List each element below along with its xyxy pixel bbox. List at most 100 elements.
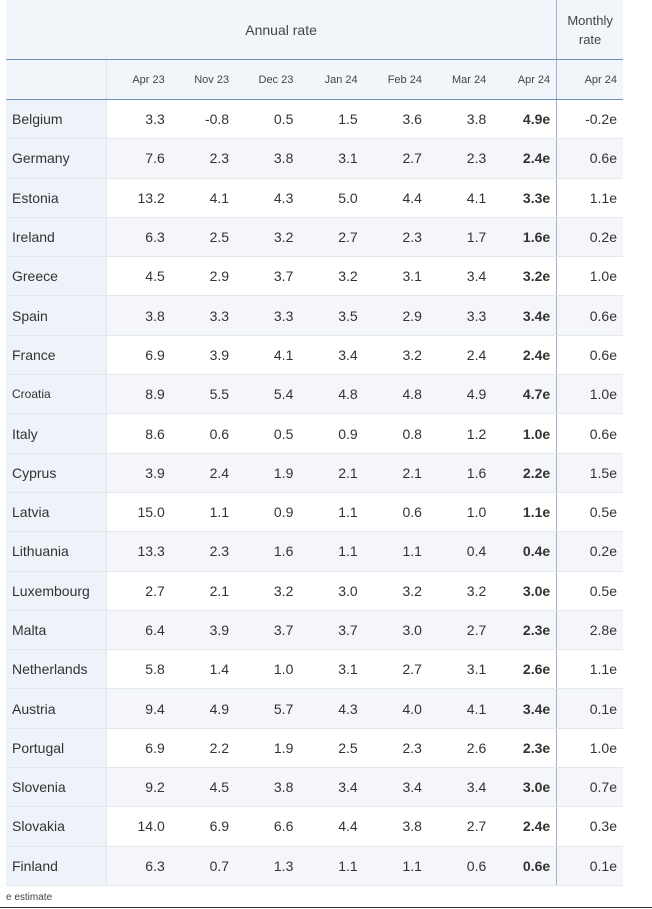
annual-rate-cell: 2.3e	[492, 728, 557, 769]
monthly-rate-cell: 0.2e	[556, 531, 623, 572]
country-cell: Lithuania	[6, 531, 107, 572]
annual-rate-cell: 4.5	[170, 767, 236, 808]
annual-rate-cell: 4.7e	[492, 374, 557, 415]
annual-rate-cell: 0.7	[170, 846, 236, 886]
annual-rate-cell: 3.3e	[492, 178, 557, 218]
annual-rate-cell: 3.3	[235, 295, 300, 336]
annual-rate-cell: 0.6	[363, 492, 428, 533]
monthly-rate-cell: 0.7e	[556, 767, 623, 808]
column-header: Apr 24	[556, 59, 623, 100]
country-cell: Cyprus	[6, 453, 107, 493]
annual-rate-cell: 2.1	[170, 571, 236, 611]
table-row: Luxembourg 2.7 2.1 3.2 3.0 3.2 3.2 3.0e 0.5e	[6, 571, 623, 611]
annual-rate-cell: 2.3	[363, 217, 428, 258]
annual-rate-cell: 2.1	[299, 453, 364, 493]
annual-rate-cell: 2.2e	[492, 453, 557, 493]
annual-rate-cell: 1.1	[299, 492, 364, 533]
table-row: Latvia 15.0 1.1 0.9 1.1 0.6 1.0 1.1e 0.5e	[6, 492, 623, 533]
annual-rate-cell: 3.1	[363, 256, 428, 297]
column-header: Jan 24	[299, 59, 364, 100]
annual-rate-cell: 15.0	[106, 492, 171, 533]
monthly-rate-cell: 0.1e	[556, 846, 623, 886]
annual-rate-cell: 2.3	[363, 728, 428, 769]
country-cell: France	[6, 335, 107, 376]
annual-rate-cell: 2.3	[427, 138, 493, 179]
annual-rate-cell: 3.2	[299, 256, 364, 297]
annual-rate-cell: 2.7	[363, 649, 428, 690]
monthly-rate-cell: -0.2e	[556, 99, 623, 140]
annual-rate-cell: 0.5	[235, 413, 300, 454]
annual-rate-cell: 3.5	[299, 295, 364, 336]
annual-rate-cell: 2.3	[170, 531, 236, 572]
annual-rate-cell: 3.7	[235, 610, 300, 651]
table-row: Lithuania 13.3 2.3 1.6 1.1 1.1 0.4 0.4e 0.2e	[6, 531, 623, 572]
annual-rate-cell: 0.9	[235, 492, 300, 533]
country-cell: Ireland	[6, 217, 107, 258]
annual-rate-cell: 6.3	[106, 846, 171, 886]
header-months-row: Apr 23 Nov 23 Dec 23 Jan 24 Feb 24 Mar 2…	[6, 59, 623, 100]
annual-rate-cell: 7.6	[106, 138, 171, 179]
country-cell: Austria	[6, 688, 107, 729]
monthly-rate-cell: 0.6e	[556, 138, 623, 179]
annual-rate-cell: 1.1	[363, 531, 428, 572]
annual-rate-cell: 9.4	[106, 688, 171, 729]
country-cell: Luxembourg	[6, 571, 107, 611]
annual-rate-cell: 4.4	[363, 178, 428, 218]
country-cell: Netherlands	[6, 649, 107, 690]
monthly-rate-cell: 1.1e	[556, 178, 623, 218]
annual-rate-cell: 5.8	[106, 649, 171, 690]
monthly-rate-cell: 0.1e	[556, 688, 623, 729]
monthly-rate-cell: 0.6e	[556, 413, 623, 454]
annual-rate-cell: 2.5	[170, 217, 236, 258]
annual-rate-cell: 1.0	[235, 649, 300, 690]
monthly-rate-cell: 0.2e	[556, 217, 623, 258]
monthly-rate-cell: 0.3e	[556, 806, 623, 847]
monthly-rate-cell: 0.6e	[556, 295, 623, 336]
annual-rate-cell: 3.4	[299, 767, 364, 808]
annual-rate-cell: 2.7	[427, 806, 493, 847]
annual-rate-cell: 1.3	[235, 846, 300, 886]
annual-rate-cell: 3.3	[427, 295, 493, 336]
annual-rate-cell: 4.3	[299, 688, 364, 729]
table-row: Slovenia 9.2 4.5 3.8 3.4 3.4 3.4 3.0e 0.7e	[6, 767, 623, 808]
column-header: Apr 23	[106, 59, 171, 100]
annual-rate-cell: 1.1e	[492, 492, 557, 533]
annual-rate-cell: 6.9	[106, 335, 171, 376]
table-row: Netherlands 5.8 1.4 1.0 3.1 2.7 3.1 2.6e 1.1e	[6, 649, 623, 690]
annual-rate-cell: 2.9	[170, 256, 236, 297]
header-group-row: Annual rate Monthly rate	[6, 0, 623, 60]
annual-rate-cell: 6.3	[106, 217, 171, 258]
annual-rate-cell: 1.7	[427, 217, 493, 258]
annual-rate-cell: 3.3	[106, 99, 171, 140]
annual-rate-cell: 6.4	[106, 610, 171, 651]
annual-rate-cell: 1.1	[363, 846, 428, 886]
annual-rate-cell: 4.1	[235, 335, 300, 376]
annual-rate-cell: 13.2	[106, 178, 171, 218]
monthly-rate-cell: 1.0e	[556, 374, 623, 415]
table-row: Italy 8.6 0.6 0.5 0.9 0.8 1.2 1.0e 0.6e	[6, 413, 623, 454]
inflation-table: Annual rate Monthly rate Apr 23 Nov 23 D…	[6, 0, 623, 886]
monthly-rate-cell: 0.5e	[556, 571, 623, 611]
table-row: Estonia 13.2 4.1 4.3 5.0 4.4 4.1 3.3e 1.1e	[6, 178, 623, 218]
annual-rate-cell: 3.4	[299, 335, 364, 376]
annual-rate-cell: 3.3	[170, 295, 236, 336]
table-row: Austria 9.4 4.9 5.7 4.3 4.0 4.1 3.4e 0.1e	[6, 688, 623, 729]
annual-rate-cell: 2.6e	[492, 649, 557, 690]
country-cell: Malta	[6, 610, 107, 651]
country-cell: Finland	[6, 846, 107, 886]
column-header: Apr 24	[492, 59, 557, 100]
annual-rate-cell: 3.2	[363, 571, 428, 611]
annual-rate-cell: 4.0	[363, 688, 428, 729]
table-row: Finland 6.3 0.7 1.3 1.1 1.1 0.6 0.6e 0.1e	[6, 846, 623, 886]
annual-rate-cell: 4.3	[235, 178, 300, 218]
annual-rate-cell: 3.1	[299, 138, 364, 179]
annual-rate-cell: 3.0e	[492, 767, 557, 808]
country-cell: Portugal	[6, 728, 107, 769]
monthly-rate-cell: 1.1e	[556, 649, 623, 690]
annual-rate-cell: 3.9	[106, 453, 171, 493]
annual-rate-cell: 2.1	[363, 453, 428, 493]
annual-rate-cell: 3.7	[299, 610, 364, 651]
annual-rate-cell: 0.6e	[492, 846, 557, 886]
annual-rate-cell: 2.3e	[492, 610, 557, 651]
bottom-divider	[0, 907, 652, 908]
